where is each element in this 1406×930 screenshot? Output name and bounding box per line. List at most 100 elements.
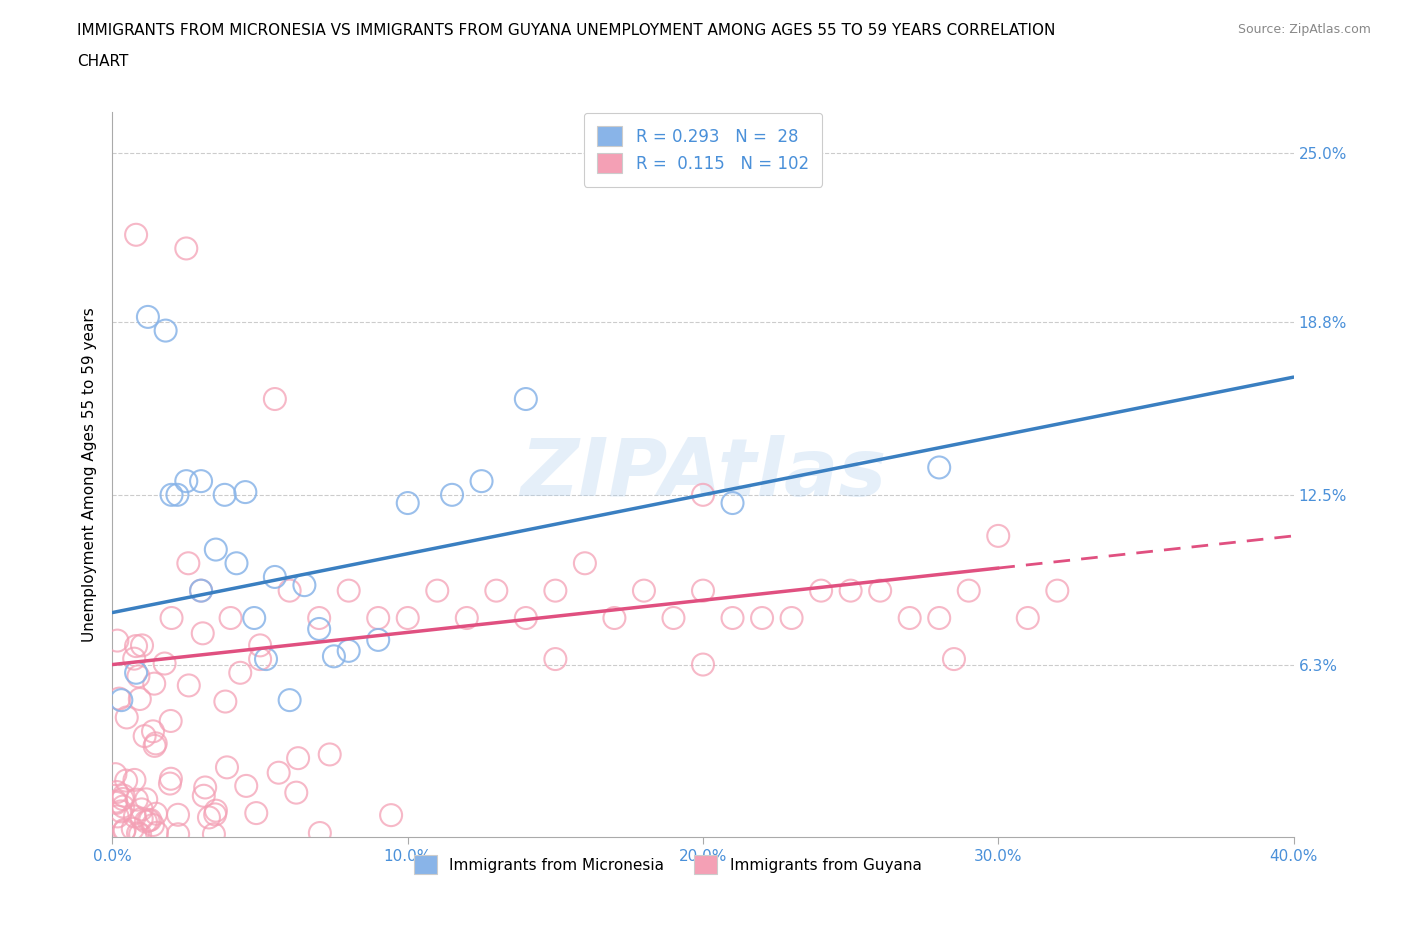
Point xyxy=(174,473,197,488)
Point xyxy=(485,583,508,598)
Point xyxy=(692,658,714,672)
Point xyxy=(319,747,342,762)
Point xyxy=(249,638,271,653)
Point xyxy=(692,487,714,502)
Point xyxy=(721,611,744,626)
Point xyxy=(869,583,891,598)
Point xyxy=(810,583,832,598)
Point xyxy=(308,826,330,841)
Point xyxy=(135,814,157,829)
Point xyxy=(380,807,402,822)
Point xyxy=(134,729,156,744)
Point xyxy=(229,665,252,680)
Point xyxy=(308,611,330,626)
Point xyxy=(337,583,360,598)
Point xyxy=(202,827,225,842)
Point xyxy=(143,676,166,691)
Point xyxy=(142,817,165,832)
Point xyxy=(139,813,162,828)
Point xyxy=(662,611,685,626)
Point xyxy=(174,241,197,256)
Point xyxy=(839,583,862,598)
Point xyxy=(264,569,287,584)
Point xyxy=(105,794,128,809)
Point xyxy=(1017,611,1039,626)
Point xyxy=(105,633,128,648)
Point xyxy=(167,827,190,842)
Point xyxy=(112,799,135,814)
Point xyxy=(143,738,166,753)
Point xyxy=(129,827,152,842)
Point xyxy=(190,473,212,488)
Point xyxy=(190,583,212,598)
Point xyxy=(278,693,301,708)
Point xyxy=(205,804,228,818)
Point xyxy=(396,496,419,511)
Text: CHART: CHART xyxy=(77,54,129,69)
Point xyxy=(125,639,148,654)
Point xyxy=(204,807,226,822)
Point xyxy=(114,822,136,837)
Y-axis label: Unemployment Among Ages 55 to 59 years: Unemployment Among Ages 55 to 59 years xyxy=(82,307,97,642)
Point xyxy=(131,811,153,826)
Point xyxy=(426,583,449,598)
Point xyxy=(159,713,181,728)
Point xyxy=(115,710,138,724)
Point xyxy=(104,766,127,781)
Point xyxy=(131,802,153,817)
Point xyxy=(215,760,238,775)
Point xyxy=(191,626,214,641)
Point xyxy=(160,771,183,786)
Point xyxy=(574,556,596,571)
Point xyxy=(515,392,537,406)
Point xyxy=(115,773,138,788)
Point xyxy=(112,824,135,839)
Point xyxy=(194,780,217,795)
Point xyxy=(145,806,167,821)
Point xyxy=(287,751,309,765)
Point xyxy=(254,652,277,667)
Point xyxy=(146,825,169,840)
Point xyxy=(603,611,626,626)
Point xyxy=(205,542,228,557)
Point xyxy=(127,669,149,684)
Point xyxy=(308,621,330,636)
Point xyxy=(136,310,159,325)
Point xyxy=(110,804,132,818)
Point xyxy=(249,652,271,667)
Point xyxy=(456,611,478,626)
Point xyxy=(544,652,567,667)
Point xyxy=(323,649,346,664)
Point xyxy=(235,778,257,793)
Point xyxy=(233,485,256,499)
Point xyxy=(898,611,921,626)
Point xyxy=(155,323,177,338)
Text: IMMIGRANTS FROM MICRONESIA VS IMMIGRANTS FROM GUYANA UNEMPLOYMENT AMONG AGES 55 : IMMIGRANTS FROM MICRONESIA VS IMMIGRANTS… xyxy=(77,23,1056,38)
Point xyxy=(177,556,200,571)
Point xyxy=(367,611,389,626)
Point xyxy=(337,644,360,658)
Point xyxy=(160,611,183,626)
Point xyxy=(142,724,165,738)
Point xyxy=(942,652,965,667)
Point xyxy=(108,691,131,706)
Point xyxy=(928,611,950,626)
Point xyxy=(138,813,160,828)
Point xyxy=(721,496,744,511)
Point xyxy=(190,583,212,598)
Point xyxy=(160,487,183,502)
Point xyxy=(267,765,290,780)
Legend: Immigrants from Micronesia, Immigrants from Guyana: Immigrants from Micronesia, Immigrants f… xyxy=(408,849,928,880)
Point xyxy=(110,693,132,708)
Point xyxy=(544,583,567,598)
Point xyxy=(219,611,242,626)
Point xyxy=(367,632,389,647)
Point xyxy=(198,810,221,825)
Point xyxy=(122,651,145,666)
Point xyxy=(135,792,157,807)
Point xyxy=(278,583,301,598)
Point xyxy=(245,805,267,820)
Point xyxy=(125,227,148,242)
Point xyxy=(111,791,134,806)
Point xyxy=(285,785,308,800)
